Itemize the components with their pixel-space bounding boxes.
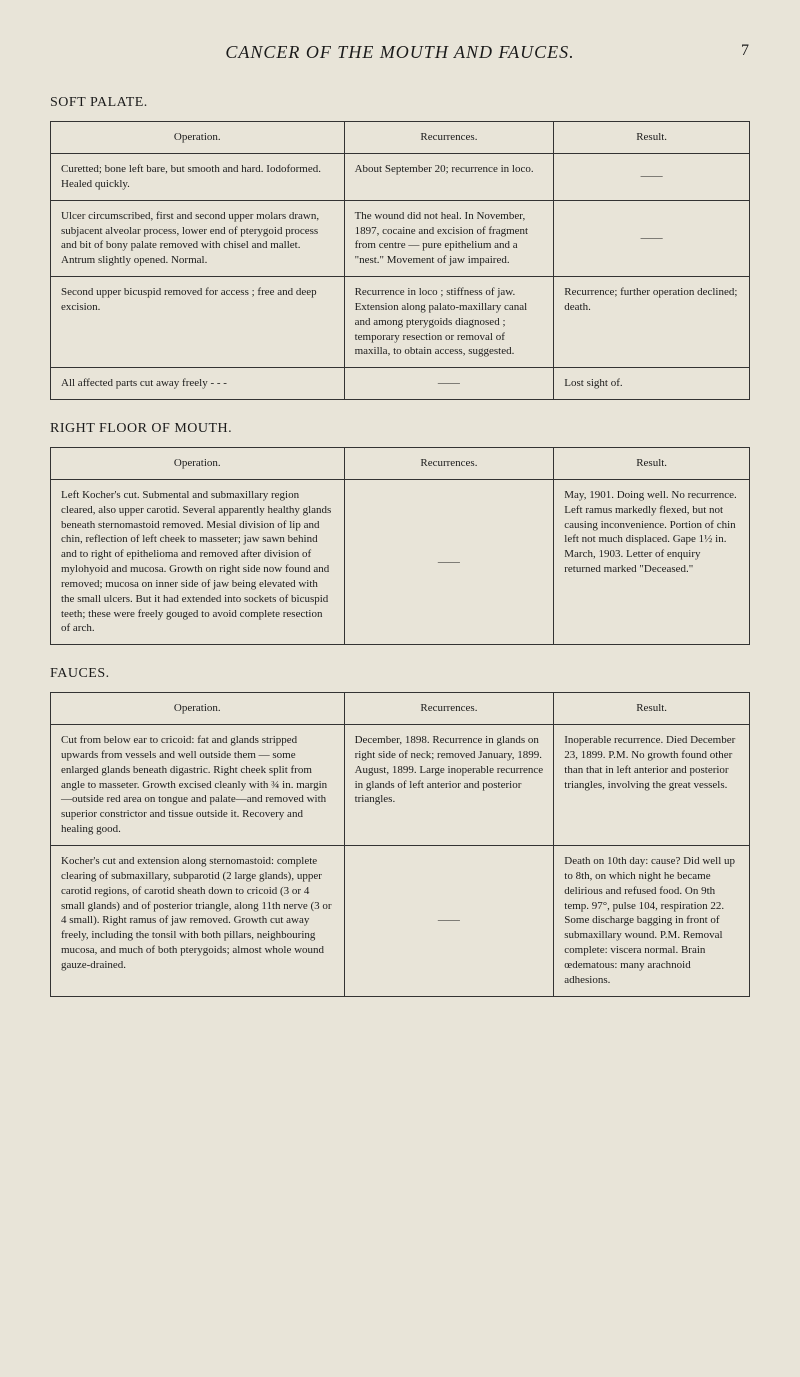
cell-rec: December, 1898. Recurrence in glands on … [344,725,554,846]
column-header-result: Result. [554,448,750,480]
column-header-operation: Operation. [51,693,345,725]
column-header-result: Result. [554,122,750,154]
section-title: RIGHT FLOOR OF MOUTH. [50,420,750,439]
cell-op: Ulcer circumscribed, first and second up… [51,200,345,276]
cell-res: Death on 10th day: cause? Did well up to… [554,845,750,996]
table-row: Ulcer circumscribed, first and second up… [51,200,750,276]
data-table: Operation.Recurrences.Result. Curetted; b… [50,121,750,400]
cell-res: Inoperable recurrence. Died December 23,… [554,725,750,846]
column-header-recurrences: Recurrences. [344,122,554,154]
cell-res: Recurrence; further operation declined; … [554,277,750,368]
column-header-recurrences: Recurrences. [344,693,554,725]
cell-rec: The wound did not heal. In November, 189… [344,200,554,276]
section-title: SOFT PALATE. [50,94,750,113]
table-row: Cut from below ear to cricoid: fat and g… [51,725,750,846]
cell-res: —— [554,200,750,276]
table-row: All affected parts cut away freely - - -… [51,368,750,400]
section-title: FAUCES. [50,665,750,684]
column-header-result: Result. [554,693,750,725]
page-number: 7 [741,40,750,62]
cell-op: Kocher's cut and extension along sternom… [51,845,345,996]
cell-res: —— [554,154,750,201]
data-table: Operation.Recurrences.Result. Left Kocher… [50,447,750,645]
cell-rec: About September 20; recurrence in loco. [344,154,554,201]
page-title: CANCER OF THE MOUTH AND FAUCES. 7 [50,40,750,64]
cell-rec: —— [344,368,554,400]
column-header-operation: Operation. [51,448,345,480]
table-row: Left Kocher's cut. Submental and submaxi… [51,479,750,644]
cell-res: Lost sight of. [554,368,750,400]
table-row: Kocher's cut and extension along sternom… [51,845,750,996]
table-row: Second upper bicuspid removed for access… [51,277,750,368]
cell-res: May, 1901. Doing well. No recurrence. Le… [554,479,750,644]
column-header-recurrences: Recurrences. [344,448,554,480]
data-table: Operation.Recurrences.Result. Cut from be… [50,692,750,996]
cell-op: Left Kocher's cut. Submental and submaxi… [51,479,345,644]
cell-rec: —— [344,845,554,996]
table-row: Curetted; bone left bare, but smooth and… [51,154,750,201]
cell-op: Curetted; bone left bare, but smooth and… [51,154,345,201]
cell-op: Second upper bicuspid removed for access… [51,277,345,368]
title-text: CANCER OF THE MOUTH AND FAUCES. [225,42,574,62]
cell-rec: Recurrence in loco ; stiffness of jaw. E… [344,277,554,368]
column-header-operation: Operation. [51,122,345,154]
cell-rec: —— [344,479,554,644]
cell-op: All affected parts cut away freely - - - [51,368,345,400]
cell-op: Cut from below ear to cricoid: fat and g… [51,725,345,846]
